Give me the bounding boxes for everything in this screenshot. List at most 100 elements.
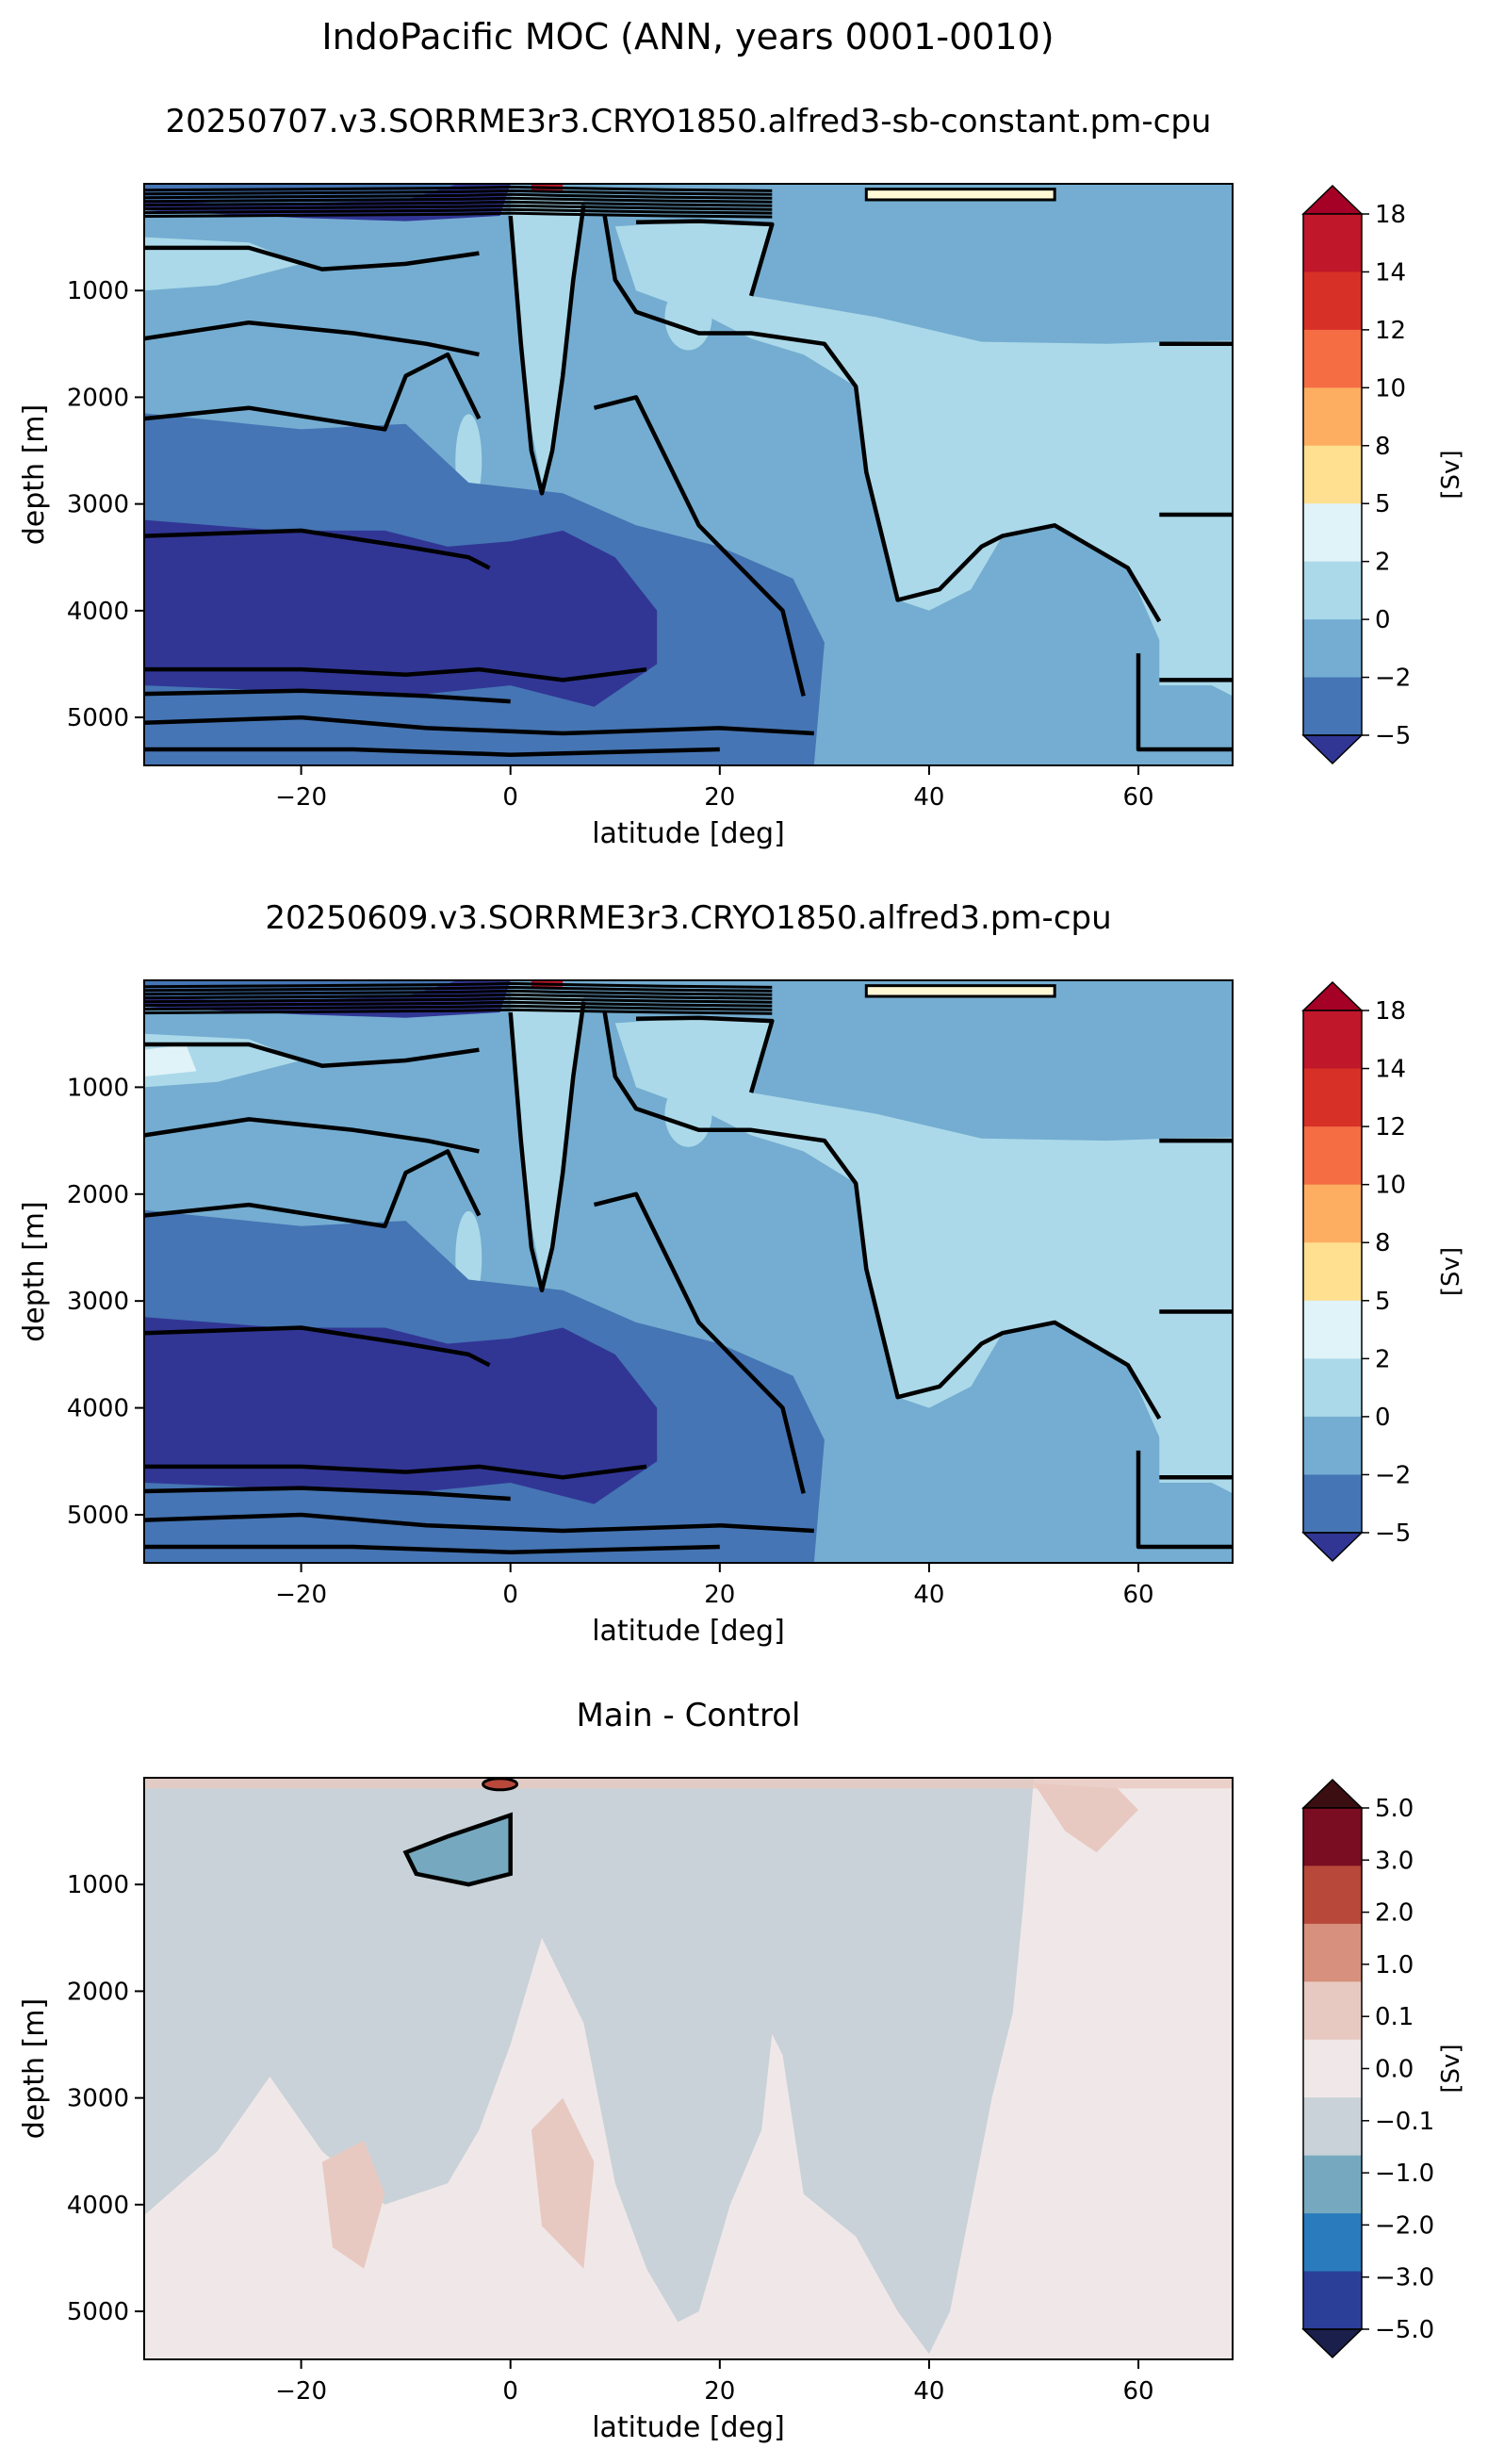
colorbar-swatch [1303, 329, 1362, 388]
colorbar-label: [Sv] [1437, 2044, 1465, 2093]
y-tick-label: 5000 [67, 704, 129, 732]
colorbar-swatch [1303, 2213, 1362, 2273]
colorbar-tick-label: −5 [1375, 1519, 1411, 1548]
contour-field [144, 184, 1233, 765]
contour-line-1 [144, 1117, 480, 1154]
colorbar-swatch [1303, 2271, 1362, 2330]
region-neg1-to-neg2 [402, 1812, 513, 1887]
contour-line-6 [144, 715, 814, 736]
colorbar-tick-label: 2 [1375, 1345, 1391, 1373]
contour-line-10 [593, 1191, 806, 1494]
colorbar-tick-label: −0.1 [1375, 2108, 1434, 2136]
region-surface-positive [864, 984, 1056, 998]
colorbar-tick-label: 18 [1375, 201, 1406, 229]
region-pos-a [321, 2140, 385, 2269]
contour-surface-7 [144, 1008, 773, 1015]
colorbar-tick-label: −5.0 [1375, 2316, 1434, 2344]
contour-line-8 [508, 1001, 586, 1293]
plot-frame [143, 1777, 1234, 2360]
colorbar-tick-label: 2.0 [1375, 1899, 1414, 1928]
contour-surface-2 [144, 989, 773, 996]
colorbar-swatch [1303, 1474, 1362, 1534]
colorbar-swatch [1303, 1300, 1362, 1359]
contour-surface-2 [144, 192, 773, 200]
colorbar-swatch [1303, 619, 1362, 679]
y-tick-label: 2000 [67, 1978, 129, 2006]
colorbar-extend-top [1301, 980, 1364, 1011]
contour-surface-7 [144, 211, 773, 219]
contour-surface-4 [144, 200, 773, 207]
y-tick-label: 3000 [67, 2085, 129, 2113]
colorbar-swatch [1303, 503, 1362, 563]
colorbar-swatch [1303, 2155, 1362, 2214]
colorbar-swatch [1303, 271, 1362, 331]
colorbar-tick-label: 12 [1375, 1113, 1406, 1142]
colorbar-tick-label: 8 [1375, 433, 1391, 461]
panel-title: Main - Control [577, 1697, 801, 1734]
x-tick-label: 40 [913, 1581, 944, 1609]
x-axis-label: latitude [deg] [592, 817, 785, 850]
y-tick-label: 3000 [67, 1288, 129, 1316]
colorbar-tick-label: −1.0 [1375, 2160, 1434, 2188]
contour-surface-1 [144, 189, 773, 196]
region-below-neg5-deep [144, 1317, 658, 1504]
contour-line-1 [144, 320, 480, 357]
colorbar-tick-label: 0 [1375, 1404, 1391, 1432]
colorbar-extend-bottom [1301, 734, 1364, 765]
contour-line-15 [1136, 1450, 1233, 1550]
colorbar-tick-label: −2 [1375, 665, 1411, 693]
colorbar-extend-top [1301, 1778, 1364, 1809]
colorbar: 18 14 12 10 8 5 2 0 −2 −5 [Sv] [1301, 980, 1465, 1563]
colorbar: 5.0 3.0 2.0 1.0 0.1 0.0 −0.1 −1.0 −2.0 −3.0 −5.0 [S… [1301, 1778, 1465, 2359]
x-tick-label: 60 [1123, 1581, 1154, 1609]
colorbar-extend-bottom [1301, 1532, 1364, 1563]
x-tick-label: 60 [1123, 783, 1154, 812]
colorbar-tick-label: 0.1 [1375, 2003, 1414, 2031]
contour-line-2 [144, 1149, 482, 1229]
contour-surface-0 [144, 981, 773, 989]
colorbar-tick-label: 5.0 [1375, 1795, 1414, 1823]
y-tick-label: 5000 [67, 2298, 129, 2326]
region-lens-b [664, 1080, 712, 1147]
contour-line-5 [144, 1486, 511, 1502]
region-0-to-2-equator [510, 991, 584, 1280]
colorbar-swatch [1303, 1068, 1362, 1127]
x-tick-label: 60 [1123, 2377, 1154, 2406]
figure-suptitle: IndoPacific MOC (ANN, years 0001-0010) [321, 16, 1054, 57]
contour-field [144, 980, 1233, 1563]
colorbar-swatch [1303, 387, 1362, 447]
x-tick-label: 40 [913, 2377, 944, 2406]
colorbar-swatch [1303, 1981, 1362, 2041]
y-axis-label: depth [m] [18, 404, 51, 546]
colorbar-swatch [1303, 2097, 1362, 2157]
y-tick-label: 2000 [67, 1181, 129, 1209]
colorbar-tick-label: −5 [1375, 722, 1411, 750]
region-0-to-2-north [614, 1017, 1233, 1494]
y-tick-label: 4000 [67, 1395, 129, 1423]
region-lens-b [664, 284, 712, 351]
contour-surface-4 [144, 996, 773, 1004]
contour-line-0 [144, 245, 480, 271]
panel-title: 20250609.v3.SORRME3r3.CRYO1850.alfred3.p… [265, 899, 1111, 937]
colorbar-swatch [1303, 1865, 1362, 1925]
contour-surface-1 [144, 985, 773, 993]
colorbar-swatch [1303, 1184, 1362, 1243]
contour-line-8 [508, 205, 586, 496]
colorbar-swatch [1303, 561, 1362, 620]
panel-1: 20250707.v3.SORRME3r3.CRYO1850.alfred3-s… [18, 103, 1465, 850]
contour-surface-5 [144, 204, 773, 211]
x-tick-label: 40 [913, 783, 944, 812]
plot-frame [143, 979, 1234, 1564]
colorbar-label: [Sv] [1437, 450, 1465, 499]
colorbar-tick-label: 14 [1375, 1056, 1406, 1084]
y-axis-label: depth [m] [18, 1201, 51, 1342]
y-tick-label: 1000 [67, 1074, 129, 1102]
contour-line-4 [144, 1464, 647, 1480]
y-tick-label: 2000 [67, 384, 129, 412]
colorbar-tick-label: 0 [1375, 606, 1391, 634]
region-pos-c [1034, 1782, 1138, 1853]
colorbar-tick-label: 5 [1375, 1288, 1391, 1316]
x-axis-label: latitude [deg] [592, 1615, 785, 1648]
colorbar-swatch [1303, 1242, 1362, 1302]
